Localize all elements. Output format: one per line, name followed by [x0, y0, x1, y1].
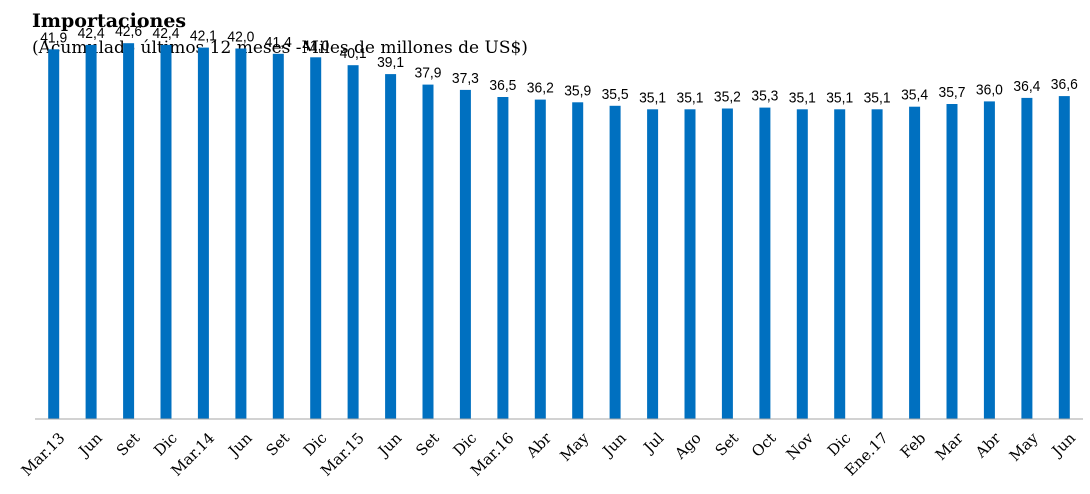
data-label: 35,4	[901, 87, 928, 104]
data-label: 36,6	[1051, 76, 1078, 93]
x-tick-label: Mar.13	[18, 429, 69, 480]
data-label: 35,2	[714, 89, 741, 106]
x-tick-label: Jun	[74, 429, 106, 461]
x-tick-label: Set	[113, 429, 144, 460]
x-tick-label: Dic	[300, 429, 331, 460]
bars-group	[48, 43, 1070, 420]
x-tick-label: Set	[412, 429, 443, 460]
data-label: 35,1	[789, 89, 816, 106]
data-label: 35,5	[602, 86, 629, 103]
bar	[946, 104, 958, 419]
data-label: 42,4	[78, 25, 105, 42]
bar	[459, 89, 471, 420]
data-label: 42,0	[227, 29, 254, 46]
data-label: 40,1	[340, 45, 367, 62]
data-label: 35,1	[677, 89, 704, 106]
data-label: 36,2	[527, 80, 554, 97]
bar	[85, 44, 97, 420]
x-tick-label: May	[1006, 429, 1042, 465]
bar	[235, 48, 247, 419]
data-labels-group: 41,9 42,4 42,6 42,4 42,1 42,0 41,4 41,0 40,1 39,1…	[40, 23, 1078, 106]
data-label: 36,0	[976, 81, 1003, 98]
bar	[197, 47, 209, 419]
bar	[160, 44, 172, 420]
x-tick-label: May	[557, 429, 593, 465]
data-label: 42,4	[153, 25, 180, 42]
x-tick-label: Jul	[639, 429, 668, 458]
x-tick-label: Nov	[783, 429, 818, 464]
x-tick-label: Jun	[1047, 429, 1079, 461]
x-tick-label: Mar	[932, 428, 968, 464]
bar	[609, 105, 621, 420]
bar	[909, 106, 921, 419]
bar	[347, 65, 359, 419]
x-tick-label: Set	[263, 429, 294, 460]
x-tick-label: Jun	[598, 429, 630, 461]
data-label: 41,4	[265, 34, 292, 51]
x-tick-label: Ago	[670, 429, 704, 463]
bar	[983, 101, 995, 420]
chart-subtitle: (Acumulado últimos 12 meses -Miles de mi…	[32, 38, 528, 58]
data-label: 39,1	[377, 54, 404, 71]
data-label: 35,1	[826, 89, 853, 106]
bar	[1021, 97, 1033, 420]
data-label: 36,5	[489, 77, 516, 94]
data-label: 41,9	[40, 29, 67, 46]
data-label: 42,1	[190, 28, 217, 45]
bar	[796, 109, 808, 420]
data-label: 35,1	[864, 89, 891, 106]
bar	[48, 49, 60, 420]
x-tick-label: Abr	[971, 428, 1005, 462]
x-tick-label: Set	[712, 429, 743, 460]
data-label: 35,7	[939, 84, 966, 101]
bar	[310, 57, 322, 420]
bar	[497, 97, 509, 419]
data-label: 36,4	[1013, 78, 1040, 95]
bar	[123, 43, 135, 419]
bar	[721, 108, 733, 419]
data-label: 37,3	[452, 70, 479, 87]
x-tick-label: Dic	[824, 429, 855, 460]
bar	[647, 109, 659, 420]
x-tick-label: Oct	[748, 429, 780, 461]
x-tick-label: Jun	[373, 429, 405, 461]
bar	[272, 53, 284, 420]
bar	[1058, 96, 1070, 419]
x-tick-label: Feb	[897, 429, 930, 462]
data-label: 35,3	[751, 88, 778, 105]
x-tick-label: Dic	[450, 429, 481, 460]
bar	[834, 109, 846, 420]
data-label: 37,9	[415, 65, 442, 82]
bar	[759, 107, 771, 419]
bar	[684, 109, 696, 420]
bar	[871, 109, 883, 420]
data-label: 41,0	[302, 37, 329, 54]
bar	[385, 74, 397, 419]
x-tick-label: Dic	[150, 429, 181, 460]
bar	[534, 99, 546, 419]
data-label: 35,9	[564, 82, 591, 99]
chart-title: Importaciones	[32, 10, 187, 32]
bar	[572, 102, 584, 420]
data-label: 35,1	[639, 89, 666, 106]
data-label: 42,6	[115, 23, 142, 40]
x-tick-label: Jun	[224, 429, 256, 461]
x-tick-label: Abr	[522, 428, 556, 462]
bar	[422, 84, 434, 419]
